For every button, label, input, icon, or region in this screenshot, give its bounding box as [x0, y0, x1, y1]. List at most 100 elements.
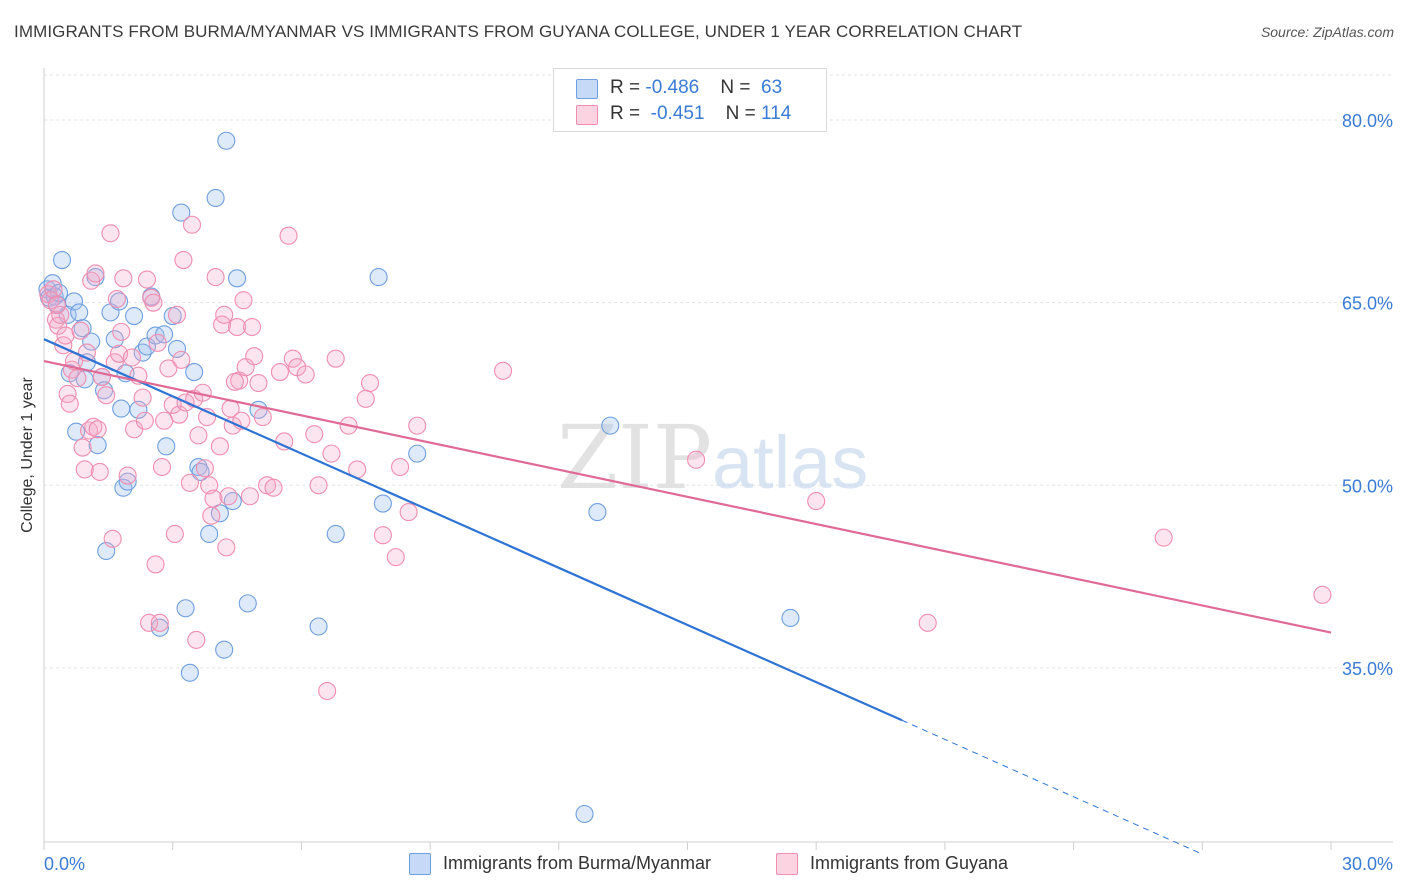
legend-swatch-burma-bottom — [409, 853, 431, 875]
point-s1-43 — [150, 613, 169, 632]
point-s0-55 — [326, 524, 345, 544]
point-s1-35 — [133, 388, 152, 407]
point-s0-27 — [118, 472, 137, 491]
y-tick-label-2: 65.0% — [1342, 294, 1393, 314]
point-s1-9 — [60, 394, 79, 413]
point-s0-52 — [238, 594, 257, 613]
point-s1-77 — [240, 487, 259, 506]
data-points — [38, 131, 1332, 824]
point-s1-67 — [215, 305, 234, 324]
point-s1-89 — [296, 365, 315, 384]
point-s1-24 — [101, 224, 120, 243]
point-s1-37 — [137, 270, 157, 289]
point-s1-32 — [122, 348, 141, 367]
source-label: Source: ZipAtlas.com — [1260, 24, 1394, 40]
axes — [43, 68, 1393, 850]
point-s1-101 — [391, 457, 410, 477]
point-s1-38 — [140, 613, 159, 632]
point-s1-80 — [249, 373, 268, 393]
point-s1-25 — [103, 529, 122, 548]
point-s1-63 — [204, 489, 223, 508]
point-s0-11 — [70, 303, 89, 322]
legend-stats-burma: R = -0.486 N = 63 — [610, 77, 783, 98]
point-s1-62 — [202, 506, 221, 525]
point-s1-49 — [167, 305, 187, 324]
point-s1-93 — [322, 444, 341, 463]
point-s0-23 — [110, 292, 129, 311]
point-s0-46 — [206, 188, 225, 208]
point-s0-36 — [157, 437, 176, 456]
series-1-points — [39, 215, 1332, 701]
point-s1-19 — [86, 264, 105, 283]
point-s1-83 — [264, 478, 283, 497]
point-s1-84 — [270, 363, 290, 382]
point-s1-97 — [356, 389, 375, 408]
point-s1-55 — [182, 215, 202, 234]
point-s1-90 — [305, 425, 324, 444]
point-s0-40 — [176, 599, 195, 618]
point-s1-72 — [228, 317, 247, 337]
point-s1-21 — [90, 462, 109, 481]
point-s1-100 — [386, 548, 405, 567]
point-s0-34 — [150, 618, 169, 637]
point-s1-23 — [97, 386, 116, 405]
point-s1-106 — [807, 492, 826, 511]
point-s1-2 — [44, 280, 63, 299]
stats-legend: R = -0.486 N = 63 R = -0.451 N = 114 — [553, 68, 827, 132]
point-s0-51 — [228, 269, 247, 288]
legend-swatch-guyana-bottom — [776, 853, 798, 875]
point-s1-7 — [56, 326, 75, 345]
point-s0-15 — [82, 332, 101, 351]
point-s0-58 — [408, 444, 427, 463]
point-s1-81 — [253, 408, 272, 427]
point-s1-98 — [360, 373, 380, 393]
point-s1-36 — [135, 411, 154, 430]
point-s0-62 — [781, 608, 800, 628]
point-s1-64 — [206, 268, 225, 287]
trend-line-s1 — [43, 360, 1332, 634]
point-s1-54 — [180, 473, 199, 492]
point-s0-42 — [185, 363, 204, 382]
x-tick-labels: 0.0% 30.0% — [44, 854, 1393, 874]
point-s0-60 — [588, 503, 607, 522]
point-s1-4 — [49, 316, 68, 335]
point-s0-17 — [88, 436, 107, 455]
point-s1-48 — [165, 524, 184, 544]
point-s1-52 — [174, 251, 193, 270]
point-s0-10 — [67, 422, 86, 441]
point-s0-28 — [125, 307, 144, 326]
point-s1-103 — [408, 416, 427, 435]
point-s1-45 — [155, 411, 174, 430]
point-s1-12 — [68, 369, 87, 388]
legend-label-guyana: Immigrants from Guyana — [810, 853, 1009, 873]
trend-lines — [43, 338, 1332, 855]
watermark-zip: ZIP — [557, 406, 712, 509]
point-s1-69 — [219, 487, 238, 506]
point-s0-56 — [369, 268, 388, 287]
point-s0-49 — [217, 131, 236, 150]
x-tick-label-0: 0.0% — [44, 854, 85, 874]
point-s1-92 — [318, 681, 337, 701]
point-s1-46 — [159, 359, 178, 378]
point-s0-59 — [575, 804, 594, 824]
point-s0-41 — [180, 663, 199, 682]
point-s1-109 — [1313, 585, 1332, 604]
y-tick-label-3: 80.0% — [1342, 111, 1393, 131]
point-s1-61 — [200, 476, 219, 495]
point-s0-24 — [112, 399, 131, 418]
point-s1-29 — [112, 322, 131, 341]
y-tick-label-1: 50.0% — [1342, 476, 1393, 496]
point-s0-45 — [200, 524, 219, 544]
point-s0-61 — [601, 416, 620, 435]
point-s1-65 — [210, 437, 229, 456]
point-s1-104 — [493, 361, 513, 380]
point-s1-14 — [73, 438, 92, 457]
point-s0-22 — [105, 330, 124, 349]
point-s1-94 — [326, 349, 345, 368]
point-s1-58 — [189, 426, 208, 445]
legend-stats-guyana: R = -0.451 N = 114 — [610, 103, 792, 124]
legend-swatch-guyana — [576, 105, 598, 125]
point-s1-5 — [51, 305, 70, 324]
point-s1-78 — [243, 317, 262, 337]
